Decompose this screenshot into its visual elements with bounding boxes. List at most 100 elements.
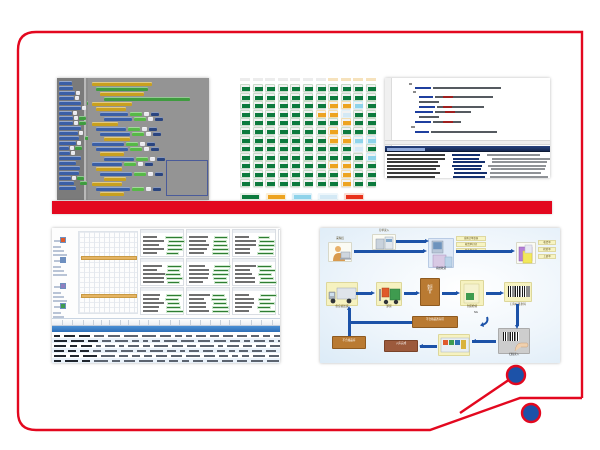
status-cell[interactable]: [290, 127, 301, 135]
status-cell[interactable]: [366, 109, 376, 118]
status-cell[interactable]: [277, 170, 288, 178]
status-cell[interactable]: [290, 84, 301, 92]
status-cell[interactable]: [240, 118, 250, 127]
status-cell[interactable]: [315, 118, 326, 127]
status-cell[interactable]: [315, 144, 326, 153]
status-cell[interactable]: [290, 144, 301, 153]
status-cell[interactable]: [315, 161, 326, 170]
node-scan-station[interactable]: [372, 234, 396, 250]
form-group[interactable]: [232, 229, 276, 257]
status-cell[interactable]: [303, 152, 313, 161]
status-cell[interactable]: [328, 118, 339, 127]
status-cell[interactable]: [265, 84, 276, 92]
node-done[interactable]: [384, 340, 418, 352]
warehouse-inbound-logistics-diagram[interactable]: 采购员 订单录入 采购订单查询收货单打印作业指示书 系统收货: [320, 228, 560, 363]
status-cell[interactable]: [265, 109, 276, 118]
status-cell[interactable]: [366, 161, 376, 170]
table-row[interactable]: [52, 353, 280, 358]
equipment-status-grid[interactable]: [240, 78, 380, 200]
form-group[interactable]: [232, 287, 277, 315]
table-row[interactable]: [52, 343, 280, 348]
status-cell[interactable]: [265, 144, 276, 153]
status-cell[interactable]: [366, 135, 376, 144]
status-cell[interactable]: [265, 118, 276, 127]
node-printer[interactable]: [516, 242, 536, 264]
status-cell[interactable]: [252, 161, 263, 170]
status-cell[interactable]: [353, 118, 364, 127]
status-cell[interactable]: [328, 127, 339, 135]
status-cell[interactable]: [252, 92, 263, 101]
status-cell[interactable]: [328, 152, 339, 161]
gantt-bar[interactable]: [81, 294, 137, 298]
node-scan-in[interactable]: [498, 328, 530, 354]
status-cell[interactable]: [252, 170, 263, 178]
form-group[interactable]: [140, 258, 184, 286]
status-cell[interactable]: [277, 127, 288, 135]
status-cell[interactable]: [252, 152, 263, 161]
status-cell[interactable]: [303, 178, 313, 187]
status-cell[interactable]: [353, 92, 364, 101]
node-truck[interactable]: [326, 282, 358, 306]
status-cell[interactable]: [328, 161, 339, 170]
tree-node-box[interactable]: [60, 257, 66, 263]
status-cell[interactable]: [315, 178, 326, 187]
status-cell[interactable]: [366, 118, 376, 127]
table-row[interactable]: [52, 333, 280, 338]
status-cell[interactable]: [366, 101, 376, 110]
status-cell[interactable]: [340, 161, 351, 170]
status-cell[interactable]: [277, 178, 288, 187]
form-group[interactable]: [140, 229, 185, 257]
status-cell[interactable]: [366, 84, 376, 92]
status-cell[interactable]: [240, 178, 250, 187]
gantt-grid[interactable]: [78, 231, 138, 314]
status-cell[interactable]: [340, 135, 351, 144]
status-cell[interactable]: [265, 92, 276, 101]
status-cell[interactable]: [340, 144, 351, 153]
status-cell[interactable]: [277, 118, 288, 127]
source-code-editor[interactable]: [385, 78, 550, 178]
status-cell[interactable]: [328, 84, 339, 92]
status-cell[interactable]: [303, 92, 313, 101]
form-group[interactable]: [186, 229, 230, 257]
status-cell[interactable]: [265, 161, 276, 170]
status-cell[interactable]: [265, 170, 276, 178]
node-terminal[interactable]: [428, 238, 454, 268]
status-cell[interactable]: [265, 127, 276, 135]
status-cell[interactable]: [277, 152, 288, 161]
status-cell[interactable]: [277, 92, 288, 101]
status-cell[interactable]: [328, 109, 339, 118]
status-cell[interactable]: [277, 84, 288, 92]
status-cell[interactable]: [252, 118, 263, 127]
status-cell[interactable]: [315, 152, 326, 161]
status-cell[interactable]: [340, 92, 351, 101]
status-cell[interactable]: [252, 127, 263, 135]
status-cell[interactable]: [240, 84, 250, 92]
table-row[interactable]: [52, 338, 280, 343]
status-cell[interactable]: [290, 92, 301, 101]
status-cell[interactable]: [303, 161, 313, 170]
status-cell[interactable]: [366, 127, 376, 135]
status-cell[interactable]: [366, 144, 376, 153]
form-group[interactable]: [186, 287, 230, 315]
status-cell[interactable]: [353, 178, 364, 187]
status-cell[interactable]: [340, 152, 351, 161]
status-cell[interactable]: [303, 101, 313, 110]
status-cell[interactable]: [340, 109, 351, 118]
status-cell[interactable]: [366, 152, 376, 161]
node-label-print[interactable]: [504, 282, 532, 302]
status-cell[interactable]: [353, 109, 364, 118]
status-cell[interactable]: [328, 178, 339, 187]
status-cell[interactable]: [353, 161, 364, 170]
status-cell[interactable]: [315, 109, 326, 118]
status-cell[interactable]: [290, 118, 301, 127]
status-cell[interactable]: [340, 118, 351, 127]
form-group[interactable]: [232, 258, 277, 286]
form-groups-panel[interactable]: [140, 229, 280, 315]
gantt-bar[interactable]: [81, 256, 137, 260]
status-cell[interactable]: [353, 127, 364, 135]
status-cell[interactable]: [240, 170, 250, 178]
status-cell[interactable]: [240, 92, 250, 101]
blockly-palette[interactable]: [57, 78, 94, 200]
status-cell[interactable]: [240, 101, 250, 110]
production-schedule-spreadsheet[interactable]: [52, 228, 280, 363]
